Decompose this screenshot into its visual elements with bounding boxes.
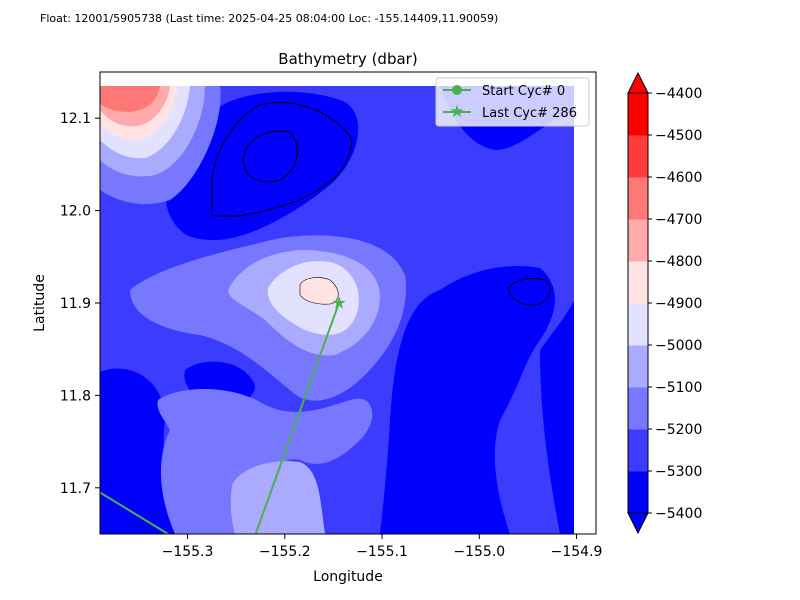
- x-tick-label: −155.1: [356, 544, 408, 560]
- contour-rise-nw-4700: [100, 86, 160, 112]
- colorbar-tick-label: −4500: [655, 128, 702, 144]
- float-trajectory: ★: [100, 293, 347, 534]
- trajectory-segment: [254, 302, 341, 534]
- colorbar-band: [628, 261, 648, 304]
- x-axis: −155.3 −155.2 −155.1 −155.0 −154.9: [162, 534, 603, 560]
- colorbar-extend-top: [627, 71, 649, 94]
- y-axis-label: Latitude: [32, 274, 48, 332]
- x-tick-label: −155.0: [453, 544, 505, 560]
- legend-last-star-icon: ★: [449, 102, 464, 122]
- y-axis: 11.7 11.8 11.9 12.0 12.1: [60, 111, 100, 497]
- colorbar-tick-label: −5200: [655, 422, 702, 438]
- colorbar-tick-label: −5300: [655, 464, 702, 480]
- y-tick-label: 11.9: [60, 296, 91, 312]
- y-tick-label: 12.1: [60, 111, 91, 127]
- colorbar-band: [628, 387, 648, 430]
- contour-rise-south-5200: [157, 388, 373, 534]
- colorbar-tick-label: −5100: [655, 380, 702, 396]
- chart-title: Bathymetry (dbar): [278, 50, 417, 68]
- colorbar-band: [628, 93, 648, 136]
- x-tick-label: −155.3: [162, 544, 214, 560]
- y-tick-label: 11.7: [60, 481, 91, 497]
- float-info-header: Float: 12001/5905738 (Last time: 2025-04…: [40, 12, 498, 25]
- colorbar-tick-label: −4400: [655, 86, 702, 102]
- colorbar-tick-label: −4800: [655, 254, 702, 270]
- x-axis-label: Longitude: [313, 569, 383, 585]
- x-tick-label: −154.9: [551, 544, 603, 560]
- contour-line-5400-north-inner: [242, 130, 298, 183]
- colorbar-band: [628, 471, 648, 514]
- legend: Start Cyc# 0 ★ Last Cyc# 286: [435, 77, 590, 127]
- legend-start-label: Start Cyc# 0: [482, 84, 565, 99]
- colorbar-extend-bottom: [627, 512, 649, 535]
- contour-deep-east-2: [540, 300, 574, 534]
- contour-deep-east: [380, 266, 555, 534]
- colorbar-band: [628, 135, 648, 178]
- colorbar-tick-label: −4900: [655, 296, 702, 312]
- legend-last-label: Last Cyc# 286: [482, 106, 577, 121]
- colorbar-band: [628, 345, 648, 388]
- colorbar-tick-label: −4600: [655, 170, 702, 186]
- y-tick-label: 11.8: [60, 388, 91, 404]
- contour-line-4800: [299, 277, 339, 305]
- trajectory-segment: [100, 491, 169, 534]
- last-position-star-icon: ★: [332, 293, 347, 313]
- contour-rise-center-4800: [300, 277, 339, 305]
- x-tick-label: −155.2: [259, 544, 311, 560]
- colorbar-band: [628, 303, 648, 346]
- contour-fill: [100, 72, 596, 534]
- contour-rise-south-5100: [230, 461, 325, 534]
- y-tick-label: 12.0: [60, 204, 91, 220]
- colorbar: −4400 −4500 −4600 −4700 −4800 −4900 −5000 −5100…: [627, 71, 702, 535]
- legend-start-circle-icon: [452, 85, 462, 95]
- colorbar-tick-label: −4700: [655, 212, 702, 228]
- legend-box: [435, 77, 590, 127]
- colorbar-band: [628, 429, 648, 472]
- colorbar-band: [628, 177, 648, 220]
- contour-deep-west: [100, 368, 175, 534]
- colorbar-band: [628, 219, 648, 262]
- colorbar-tick-label: −5400: [655, 506, 702, 522]
- contour-empty-right: [574, 72, 596, 534]
- colorbar-tick-label: −5000: [655, 338, 702, 354]
- contour-line-5400-east: [507, 277, 551, 306]
- contour-line-5400-north: [211, 102, 353, 217]
